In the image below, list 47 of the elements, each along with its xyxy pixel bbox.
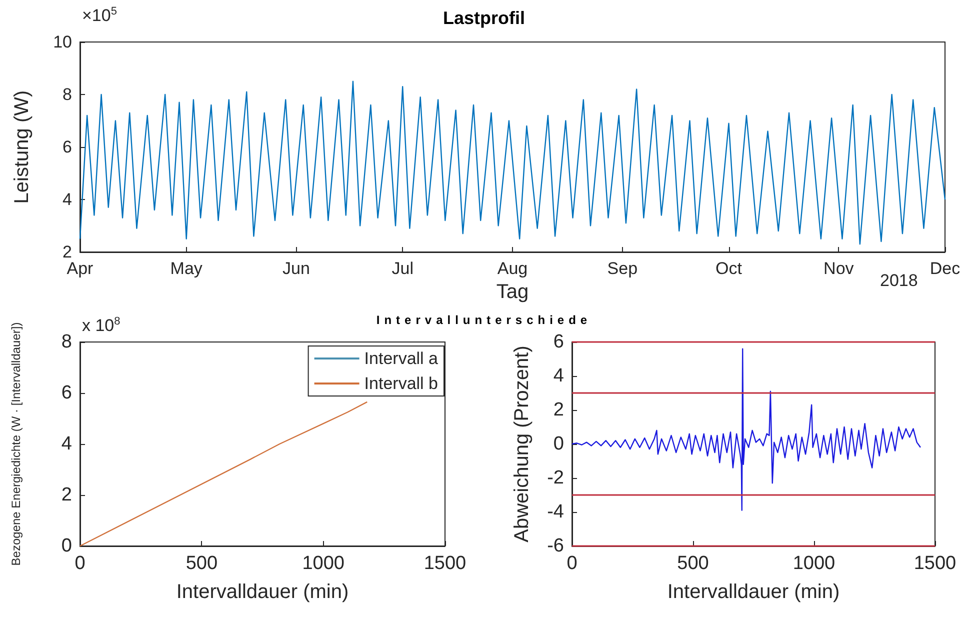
- y-tick-label: 8: [61, 332, 72, 352]
- x-tick-label: 1500: [424, 553, 466, 574]
- x-tick-label: Apr: [66, 259, 94, 278]
- x-axis-title: Intervalldauer (min): [667, 581, 840, 603]
- y-tick-label: 6: [62, 138, 72, 156]
- y-axis-title: Leistung (W): [11, 90, 33, 204]
- line-series: [79, 401, 368, 547]
- text: Intervallunterschiede: [375, 313, 593, 327]
- text: 2018: [880, 271, 918, 290]
- line-series: [79, 80, 946, 245]
- y-tick-label: 4: [62, 190, 72, 209]
- y-tick-label: 0: [553, 434, 564, 454]
- x-tick-label: 500: [677, 553, 709, 574]
- line-series: [571, 348, 922, 511]
- y-axis-title: Bezogene Energiedichte (W · [Intervalldauer]): [9, 322, 23, 566]
- x-tick-label: Jun: [282, 259, 310, 278]
- y-tick-label: 2: [62, 242, 72, 262]
- y-tick-label: 4: [61, 434, 72, 454]
- x-tick-label: May: [170, 259, 203, 278]
- x-tick-label: Oct: [716, 259, 742, 278]
- y-axis-title: Abweichung (Prozent): [511, 346, 533, 542]
- y-tick-label: 2: [61, 484, 72, 506]
- x-tick-label: 1500: [914, 553, 956, 574]
- y-tick-label: 4: [553, 366, 564, 386]
- x-tick-label: Dec: [930, 259, 961, 278]
- x-tick-label: 500: [186, 553, 218, 574]
- x-axis-title: Tag: [496, 280, 529, 303]
- y-tick-label: 6: [61, 382, 72, 404]
- x-tick-label: Sep: [607, 259, 638, 278]
- x-tick-label: 1000: [302, 553, 344, 574]
- y-tick-label: 8: [62, 85, 72, 104]
- x-tick-label: 0: [566, 553, 578, 574]
- y-tick-label: -6: [547, 536, 564, 556]
- legend-label: Intervall a: [364, 349, 439, 368]
- x-axis-title: Intervalldauer (min): [176, 581, 349, 603]
- x-tick-label: Nov: [824, 259, 854, 278]
- y-tick-label: 2: [553, 400, 564, 420]
- y-tick-label: -2: [547, 468, 564, 488]
- y-tick-label: 10: [53, 32, 72, 52]
- y-tick-label: -4: [547, 502, 564, 522]
- y-tick-label: 6: [553, 332, 564, 352]
- chart-title: Lastprofil: [442, 8, 526, 28]
- x-tick-label: 1000: [792, 553, 836, 574]
- y-tick-label: 0: [61, 536, 72, 556]
- x-tick-label: Aug: [497, 259, 528, 278]
- x-tick-label: Jul: [392, 259, 414, 278]
- legend-label: Intervall b: [364, 374, 438, 393]
